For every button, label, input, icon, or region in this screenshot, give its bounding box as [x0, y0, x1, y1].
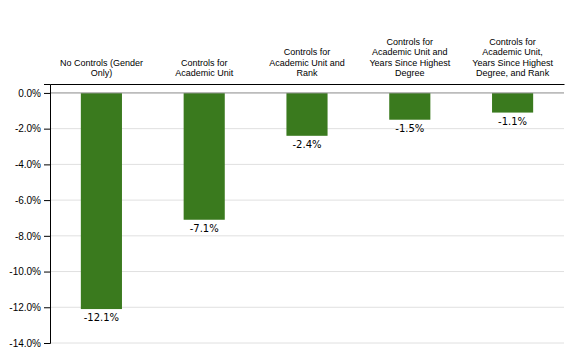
tick-mark [44, 164, 50, 165]
tick-label: -4.0% [15, 159, 41, 170]
tick-label: -6.0% [15, 195, 41, 206]
tick: Controls forAcademic Unit andYears Since… [369, 37, 450, 78]
category-label-line: Controls for [489, 37, 536, 47]
category-label-line: Academic Unit and [269, 58, 345, 68]
axis-line [51, 84, 565, 85]
tick: -8.0% [15, 231, 50, 242]
grid [50, 93, 564, 343]
tick: -6.0% [15, 195, 50, 206]
plot: 0.0% -2.0% -4.0% -6.0% -8.0% -10.0% -12.0% -14.… [9, 37, 564, 349]
bar [389, 93, 430, 120]
grid-line [50, 92, 564, 93]
category-label-line: Controls for [387, 37, 434, 47]
tick: -14.0% [9, 338, 50, 349]
y-axis: 0.0% -2.0% -4.0% -6.0% -8.0% -10.0% -12.0% -14.… [9, 85, 50, 349]
data-label: -12.1% [84, 312, 119, 323]
grid-line [50, 164, 564, 165]
category-label-line: Controls for [284, 47, 331, 57]
tick: -4.0% [15, 159, 50, 170]
tick: -10.0% [9, 266, 50, 277]
axis-line [44, 85, 51, 344]
tick: Controls forAcademic Unit,Years Since Hi… [472, 37, 553, 78]
tick-mark [44, 200, 50, 201]
bar [286, 93, 327, 136]
tick-label: -2.0% [15, 123, 41, 134]
category-label-line: Academic Unit and [372, 47, 448, 57]
tick: No Controls (GenderOnly) [60, 58, 143, 78]
grid-line [50, 343, 564, 344]
tick: 0.0% [18, 88, 50, 99]
grid-line [50, 307, 564, 308]
category-label-line: Rank [296, 68, 318, 78]
grid-line [50, 235, 564, 236]
bars [81, 93, 533, 309]
category-label-line: Degree [395, 68, 425, 78]
data-label: -1.1% [498, 116, 527, 127]
tick-label: -14.0% [9, 338, 41, 349]
data-labels: -12.1% -7.1% -2.4% -1.5% -1.1% [84, 116, 527, 323]
category-label-line: No Controls (Gender [60, 58, 143, 68]
grid-line [50, 271, 564, 272]
category-label: Controls forAcademic Unit andYears Since… [369, 37, 450, 78]
tick-mark [44, 93, 50, 94]
tick-label: 0.0% [18, 88, 41, 99]
tick: Controls forAcademic Unit andRank [269, 47, 345, 78]
tick: Controls forAcademic Unit [175, 58, 234, 78]
tick-mark [44, 343, 50, 344]
category-label: No Controls (GenderOnly) [60, 58, 143, 78]
tick-mark [44, 129, 50, 130]
data-label: -2.4% [292, 139, 321, 150]
tick-mark [44, 272, 50, 273]
chart: 0.0% -2.0% -4.0% -6.0% -8.0% -10.0% -12.0% -14.… [0, 0, 576, 357]
tick-label: -8.0% [15, 231, 41, 242]
tick-mark [44, 236, 50, 237]
tick-label: -12.0% [9, 302, 41, 313]
data-label: -1.5% [395, 123, 424, 134]
bar [184, 93, 225, 220]
grid-line [50, 200, 564, 201]
category-label-line: Academic Unit, [482, 47, 543, 57]
bar [492, 93, 533, 113]
tick: -12.0% [9, 302, 50, 313]
bar [81, 93, 122, 309]
zero-line [50, 92, 564, 93]
category-label: Controls forAcademic Unit [175, 58, 234, 78]
x-axis: No Controls (GenderOnly)Controls forAcad… [51, 37, 565, 85]
category-label-line: Years Since Highest [369, 58, 450, 68]
tick-label: -10.0% [9, 266, 41, 277]
category-label-line: Controls for [181, 58, 228, 68]
category-label-line: Only) [91, 68, 113, 78]
category-label-line: Degree, and Rank [476, 68, 550, 78]
tick-mark [44, 307, 50, 308]
tick: -2.0% [15, 123, 50, 134]
data-label: -7.1% [190, 223, 219, 234]
category-label: Controls forAcademic Unit andRank [269, 47, 345, 78]
category-label: Controls forAcademic Unit,Years Since Hi… [472, 37, 553, 78]
category-label-line: Academic Unit [175, 68, 234, 78]
category-label-line: Years Since Highest [472, 58, 553, 68]
